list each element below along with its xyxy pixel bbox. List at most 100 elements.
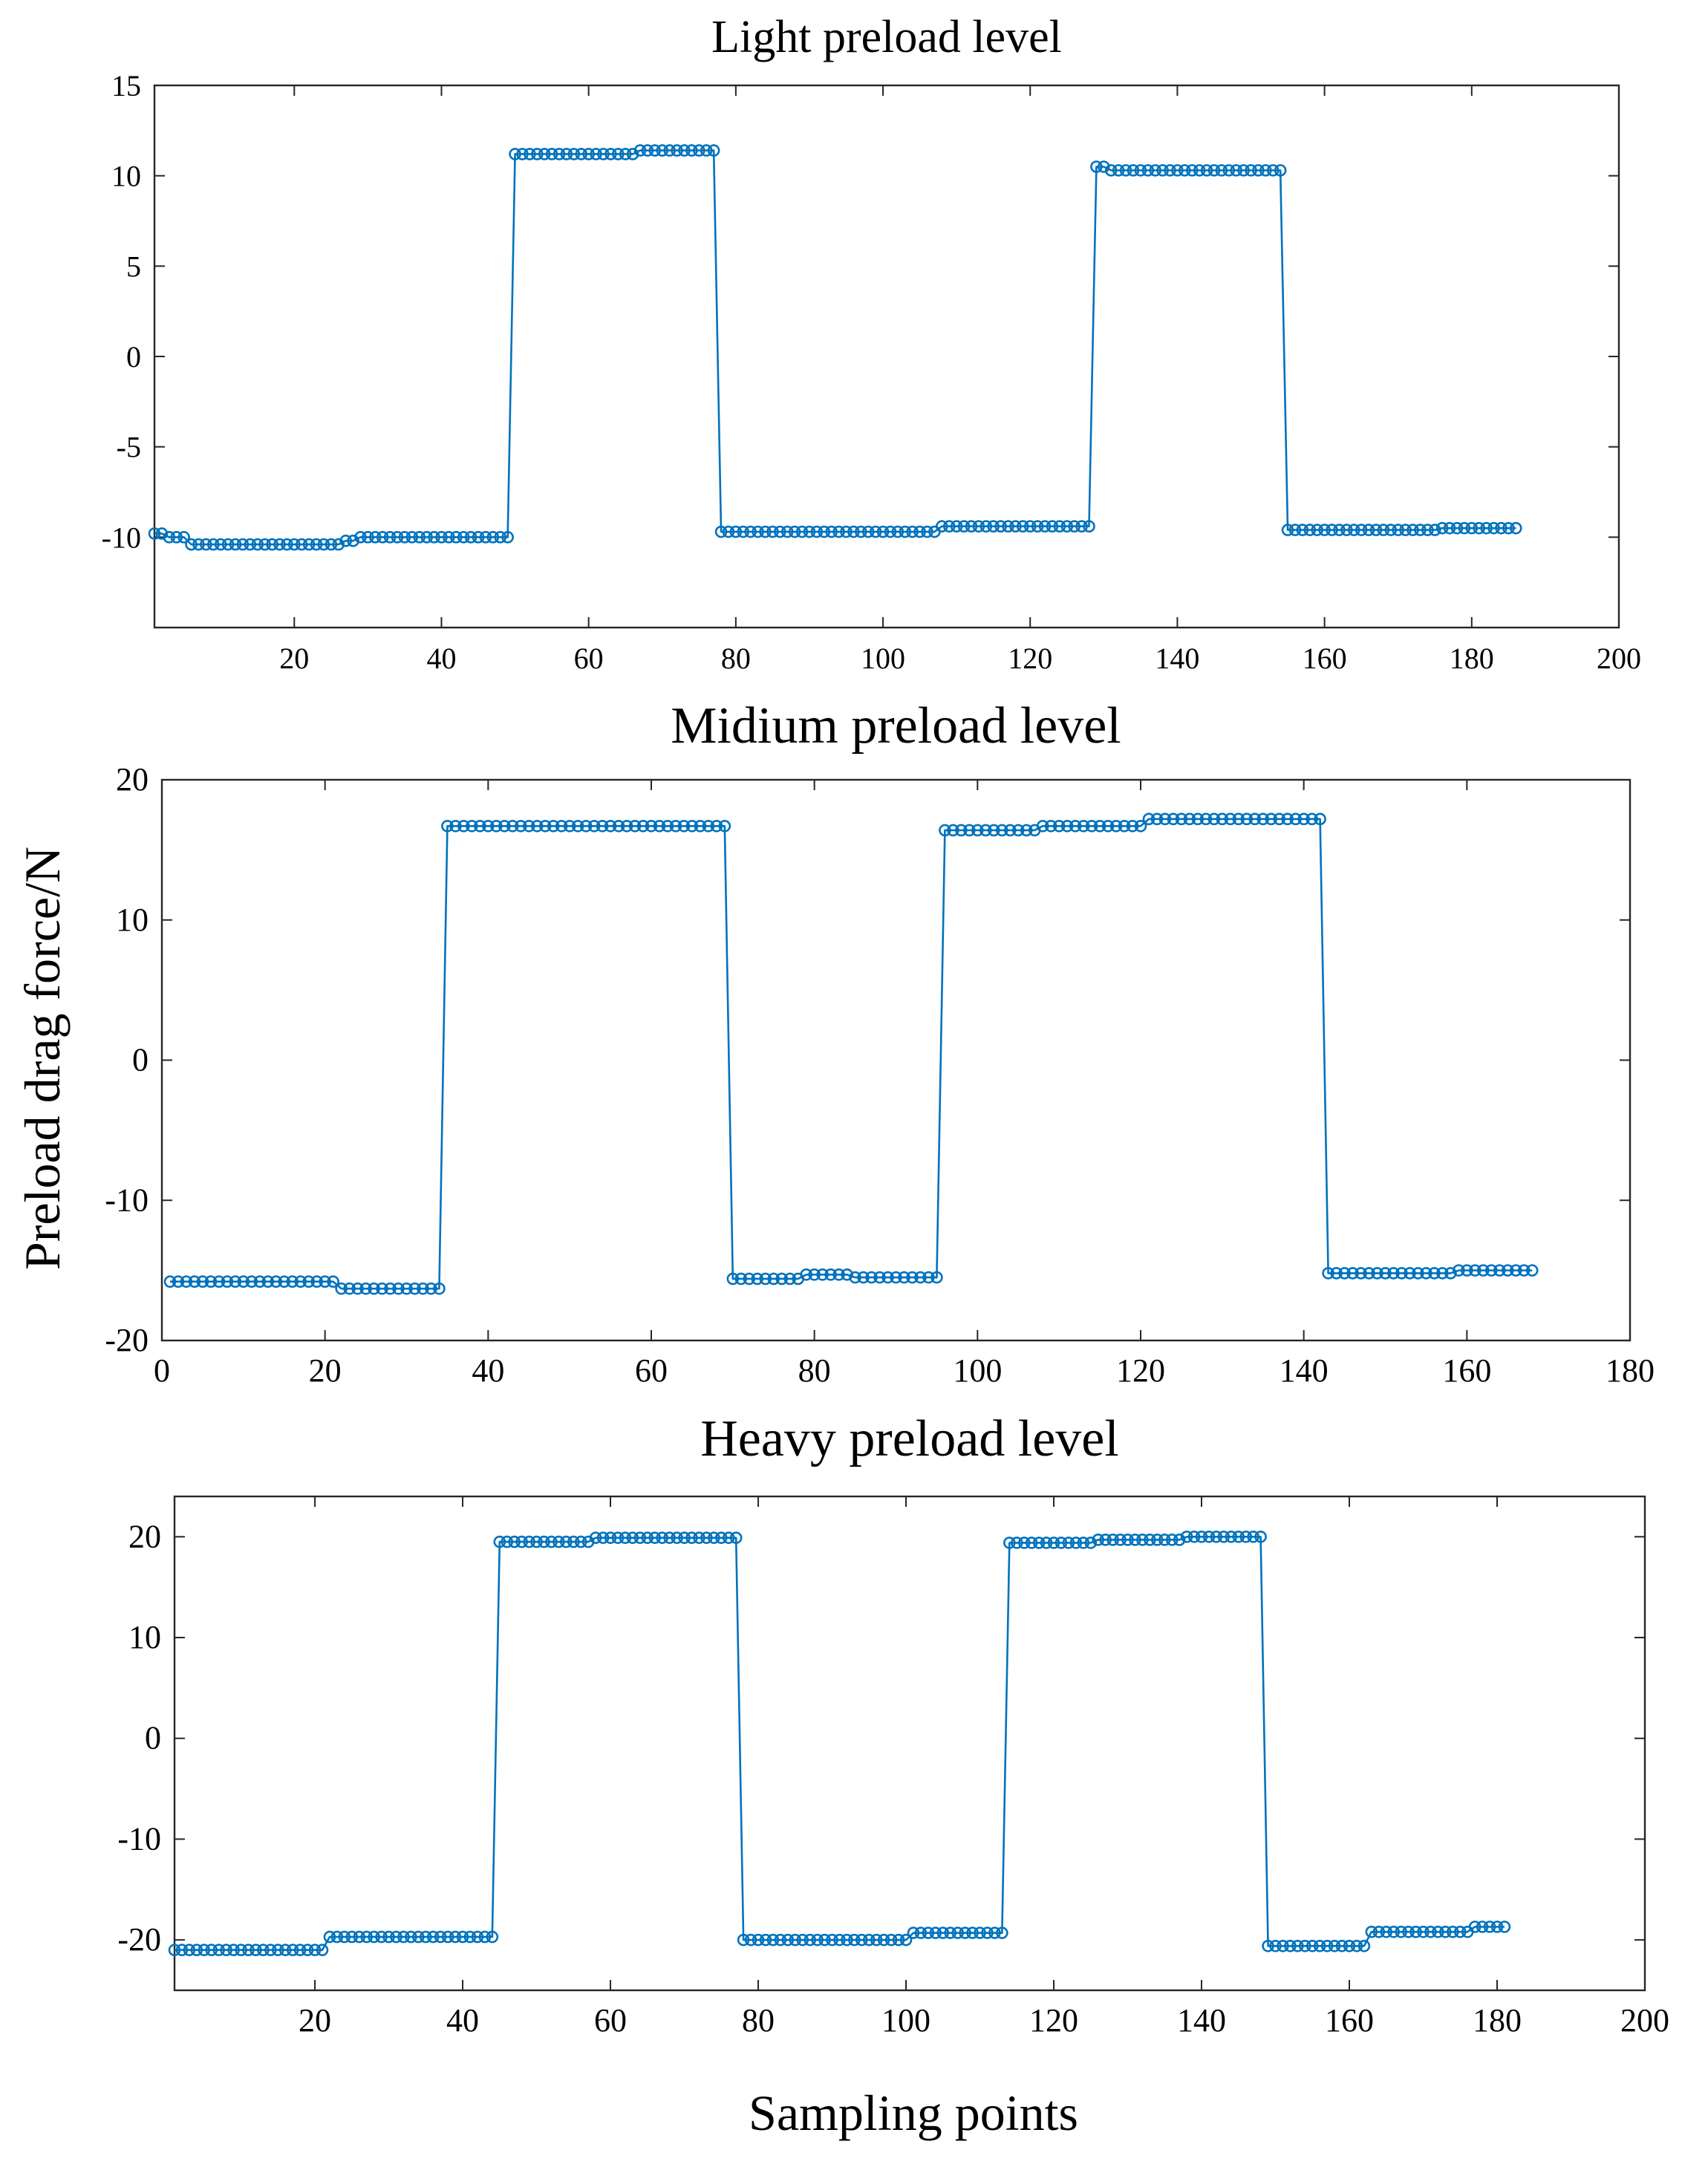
data-point (530, 148, 544, 160)
data-point (278, 1275, 291, 1289)
data-point (1372, 1925, 1386, 1938)
data-point (963, 824, 976, 837)
data-point (783, 1272, 797, 1286)
data-point (855, 525, 867, 538)
chart-title: Midium preload level (671, 697, 1121, 755)
data-point (1114, 1534, 1127, 1546)
data-point (310, 538, 323, 551)
x-tick-label: 20 (279, 642, 309, 675)
data-point (788, 525, 801, 538)
data-point (626, 1531, 639, 1544)
data-point (449, 1930, 462, 1944)
data-point (737, 1933, 750, 1946)
data-point (1044, 819, 1057, 833)
data-point (685, 819, 699, 833)
data-point (571, 819, 584, 833)
plot-frame (173, 1495, 1646, 1992)
data-point (251, 538, 264, 551)
data-point (907, 1926, 920, 1939)
x-tick-label: 40 (472, 1352, 504, 1389)
x-tick-label: 140 (1280, 1352, 1329, 1389)
data-point (376, 1282, 388, 1295)
data-point (612, 819, 625, 833)
data-point (253, 1275, 267, 1289)
data-point (1387, 1267, 1400, 1280)
data-point (847, 525, 860, 538)
series-markers (148, 144, 1522, 551)
data-point (1207, 812, 1221, 826)
data-point (177, 531, 190, 544)
data-point (841, 1933, 853, 1946)
data-point (1284, 1939, 1297, 1952)
data-point (832, 1268, 845, 1281)
data-point (589, 1531, 602, 1544)
data-point (870, 1933, 883, 1946)
data-point (1365, 1925, 1378, 1938)
data-point (913, 525, 926, 538)
data-point (405, 1930, 417, 1944)
series-markers (168, 1530, 1511, 1957)
data-point (841, 1268, 853, 1281)
data-point (744, 525, 757, 538)
y-tick-label: 10 (128, 1619, 161, 1655)
data-point (1217, 1530, 1231, 1543)
y-tick-label: 20 (128, 1518, 161, 1554)
data-point (345, 1930, 359, 1944)
data-point (1239, 1530, 1253, 1543)
data-point (1121, 1534, 1134, 1546)
data-point (780, 525, 794, 538)
data-point (1350, 1939, 1363, 1952)
data-point (486, 1930, 499, 1944)
data-point (1175, 812, 1188, 826)
data-point (1379, 1267, 1392, 1280)
data-point (1311, 524, 1324, 536)
data-point (163, 531, 176, 544)
data-point (1498, 1920, 1511, 1933)
data-point (947, 824, 959, 837)
data-point (417, 1282, 429, 1295)
data-point (1142, 812, 1155, 826)
data-point (391, 531, 404, 544)
data-point (1126, 819, 1139, 833)
data-point (1297, 812, 1310, 826)
data-point (382, 1930, 395, 1944)
data-point (840, 525, 853, 538)
data-point (1458, 521, 1471, 535)
data-point (397, 1930, 410, 1944)
data-point (1409, 1925, 1422, 1938)
data-point (965, 520, 978, 533)
data-point (579, 819, 593, 833)
data-point (235, 1944, 247, 1957)
data-point (1517, 1264, 1531, 1277)
data-point (343, 1282, 356, 1295)
data-point (514, 819, 527, 833)
data-point (310, 1275, 323, 1289)
data-point (1357, 1939, 1371, 1952)
data-point (611, 1531, 625, 1544)
data-point (308, 1944, 322, 1957)
x-tick-label: 200 (1620, 2002, 1669, 2039)
data-point (980, 824, 992, 837)
data-point (498, 819, 511, 833)
data-point (1490, 1920, 1504, 1933)
y-tick-label: 10 (116, 902, 149, 938)
data-point (700, 1531, 713, 1544)
data-point (1402, 1925, 1415, 1938)
data-point (266, 538, 278, 551)
data-point (227, 1944, 240, 1957)
data-point (1193, 164, 1206, 177)
data-point (722, 1531, 735, 1544)
y-tick-label: -10 (102, 521, 141, 554)
data-point (929, 1926, 942, 1939)
x-tick-label: 120 (1116, 1352, 1165, 1389)
x-tick-label: 80 (721, 642, 751, 675)
data-point (1262, 1939, 1274, 1952)
data-point (781, 1933, 795, 1946)
data-point (1299, 1939, 1311, 1952)
data-point (751, 1272, 764, 1286)
x-tick-label: 160 (1303, 642, 1347, 675)
data-point (330, 1930, 344, 1944)
x-tick-label: 80 (798, 1352, 831, 1389)
